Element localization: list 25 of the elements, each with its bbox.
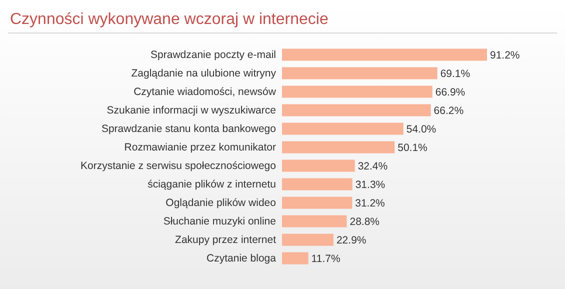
data-label: 54.0%: [406, 123, 436, 136]
y-tick-label: ściąganie plików z internetu: [148, 178, 276, 191]
data-label: 22.9%: [336, 234, 366, 246]
data-label: 28.8%: [350, 216, 380, 228]
data-label: 32.4%: [358, 160, 388, 172]
y-tick-label: Oglądanie plików wideo: [166, 197, 276, 210]
data-label: 50.1%: [398, 142, 428, 154]
y-tick-label: Czytanie bloga: [206, 252, 276, 265]
data-label: 31.3%: [355, 178, 386, 191]
data-label: 66.9%: [435, 86, 466, 98]
y-tick-label: Szukanie informacji w wyszukiwarce: [106, 104, 276, 117]
y-tick-label: Sprawdzanie poczty e-mail: [150, 49, 276, 62]
data-label: 31.2%: [355, 197, 385, 210]
data-label: 69.1%: [440, 68, 470, 80]
y-tick-label: Słuchanie muzyki online: [163, 216, 276, 228]
y-tick-label: Zakupy przez internet: [175, 234, 276, 246]
y-tick-label: Korzystanie z serwisu społecznościowego: [80, 160, 276, 172]
chart-title: Czynności wykonywane wczoraj w internecie: [10, 11, 328, 28]
y-tick-label: Sprawdzanie stanu konta bankowego: [101, 123, 276, 136]
y-tick-label: Rozmawianie przez komunikator: [124, 142, 276, 154]
y-tick-label: Czytanie wiadomości, newsów: [134, 86, 276, 98]
data-label: 11.7%: [311, 252, 340, 265]
data-label: 91.2%: [490, 49, 520, 62]
y-tick-label: Zaglądanie na ulubione witryny: [131, 68, 277, 80]
data-label: 66.2%: [434, 104, 464, 117]
